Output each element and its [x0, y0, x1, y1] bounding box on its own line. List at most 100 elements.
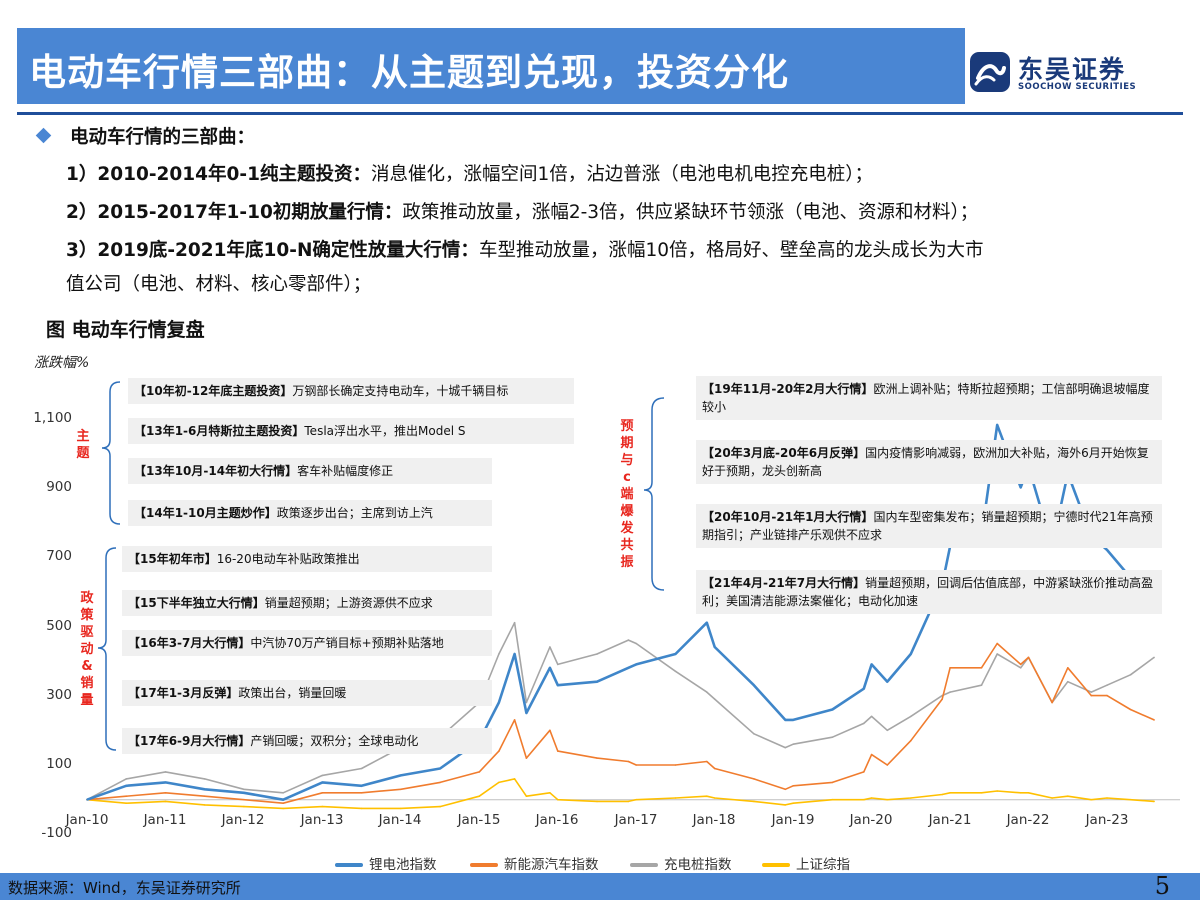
data-point [557, 750, 559, 752]
data-point [784, 788, 787, 791]
annotation-text: 万钢部长确定支持电动车，十城千辆目标 [292, 384, 509, 398]
data-point [910, 715, 912, 718]
data-point [1129, 674, 1132, 676]
annotation-box: 【13年10月-14年初大行情】客车补贴幅度修正 [128, 458, 492, 484]
x-tick: Jan-21 [928, 812, 972, 828]
data-point [478, 795, 481, 797]
data-point [243, 788, 245, 791]
data-point [792, 719, 794, 721]
annotation-text: 欧洲上调补贴；特斯拉超预期；工信部明确退坡幅度较小 [702, 382, 1150, 414]
phase-2: 2）2015-2017年1-10初期放量行情：政策推动放量，涨幅2-3倍，供应紧… [66, 198, 978, 224]
annotation-text: Tesla浮出水平，推出Model S [304, 424, 466, 438]
data-point [706, 691, 708, 693]
annotation-box: 【16年3-7月大行情】中汽协70万产销目标+预期补贴落地 [122, 630, 492, 656]
phase-label: 2）2015-2017年1-10初期放量行情： [66, 202, 403, 223]
data-point [596, 800, 598, 803]
title-bar: 电动车行情三部曲：从主题到兑现，投资分化 [17, 28, 965, 104]
soochow-logo-icon [970, 52, 1010, 92]
data-point [125, 778, 127, 780]
data-point [243, 792, 245, 794]
data-point [753, 778, 755, 780]
data-point [635, 798, 637, 801]
y-axis-label: 涨跌幅% [34, 355, 90, 371]
data-point [439, 781, 441, 784]
legend-label: 新能源汽车指数 [504, 857, 599, 873]
data-point [498, 750, 500, 752]
legend-swatch [335, 863, 363, 867]
data-point [910, 797, 912, 799]
policy-bracket [97, 547, 117, 751]
data-point [910, 739, 912, 742]
data-point [321, 781, 324, 784]
data-point [1067, 680, 1069, 683]
annotation-box: 【19年11月-20年2月大行情】欧洲上调补贴；特斯拉超预期；工信部明确退坡幅度… [696, 376, 1162, 420]
data-point [549, 667, 551, 669]
data-point [627, 760, 630, 763]
x-tick: Jan-11 [143, 812, 187, 828]
annotation-box: 【15年初年市】16-20电动车补贴政策推出 [122, 546, 492, 572]
data-point [360, 792, 363, 794]
data-point [1090, 798, 1093, 801]
data-point [557, 798, 559, 801]
data-point [674, 764, 677, 766]
data-point [1019, 792, 1022, 794]
data-point [513, 778, 516, 780]
data-point [498, 701, 500, 704]
phase-label: 3）2019底-2021年底10-N确定性放量大行情： [66, 240, 479, 261]
annotation-period: 【20年10月-21年1月大行情】 [702, 510, 874, 524]
phase-text: 政策推动放量，涨幅2-3倍，供应紧缺环节领涨（电池、资源和材料）； [402, 202, 979, 223]
data-point [863, 722, 865, 725]
data-point [400, 774, 402, 777]
y-tick: 900 [46, 479, 72, 495]
data-point [863, 687, 865, 690]
data-point [282, 802, 285, 804]
x-tick: Jan-19 [771, 812, 815, 828]
annotation-text: 政策出台，销量回暖 [238, 686, 347, 700]
data-point [949, 691, 951, 693]
data-point [784, 719, 787, 721]
data-point [439, 805, 441, 808]
legend-swatch [630, 863, 658, 867]
data-point [1106, 797, 1108, 799]
data-point [1090, 694, 1093, 697]
phase-3-continued: 值公司（电池、材料、核心零部件）； [66, 274, 372, 295]
data-point [980, 684, 983, 686]
footer-bar [0, 873, 1200, 900]
data-point [870, 663, 873, 666]
data-point [1106, 549, 1108, 551]
x-tick: Jan-22 [1006, 812, 1050, 828]
data-point [360, 767, 363, 770]
data-point [1019, 667, 1022, 669]
data-point [886, 798, 889, 801]
annotation-text: 国内疫情影响减弱，欧洲加大补贴，海外6月开始恢复好于预期，龙头创新高 [702, 446, 1149, 478]
data-point [1051, 797, 1053, 799]
data-point [243, 805, 245, 808]
x-tick: Jan-18 [692, 812, 736, 828]
annotation-text: 产销回暖；双积分；全球电动化 [250, 734, 419, 748]
data-point [282, 798, 285, 801]
data-point [243, 798, 245, 801]
data-point [1106, 684, 1108, 686]
legend-item: 新能源汽车指数 [470, 853, 599, 873]
x-tick: Jan-13 [300, 812, 344, 828]
data-point [980, 667, 983, 669]
data-point [282, 792, 285, 794]
data-point [870, 715, 873, 718]
data-point [886, 680, 889, 683]
series-line [86, 642, 1155, 805]
phase-text: 消息催化，涨幅空间1倍，沾边普涨（电池电机电控充电桩）； [370, 164, 873, 185]
data-point [203, 788, 206, 791]
data-point [1067, 667, 1069, 669]
annotation-period: 【16年3-7月大行情】 [128, 636, 251, 650]
data-point [996, 424, 998, 426]
data-point [627, 800, 630, 803]
data-point [792, 743, 794, 745]
y-tick: 700 [46, 548, 72, 564]
data-point [713, 797, 716, 799]
series-line [86, 621, 1155, 801]
data-point [1153, 800, 1155, 803]
annotation-text: 销量超预期，回调后估值底部，中游紧缺涨价推动高盈利；美国清洁能源法案催化；电动化… [702, 576, 1154, 608]
data-point [1090, 691, 1093, 693]
data-point [706, 795, 708, 797]
data-point [513, 653, 516, 655]
